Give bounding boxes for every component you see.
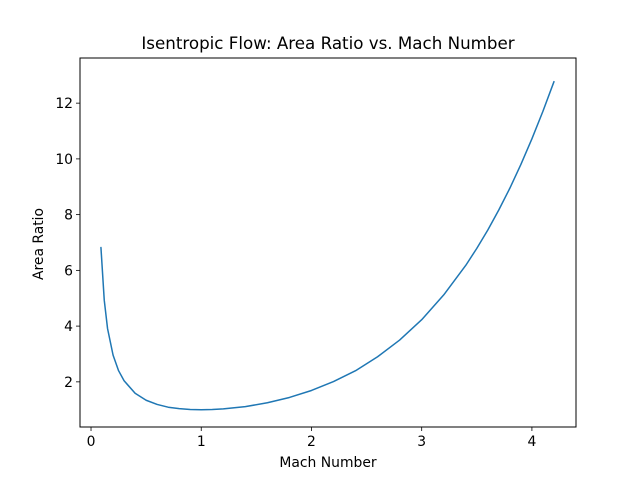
y-axis: 2 4 6 8 10 12 bbox=[55, 96, 80, 391]
y-tick-label: 10 bbox=[55, 152, 73, 168]
x-axis-label: Mach Number bbox=[279, 455, 376, 471]
y-tick-label: 12 bbox=[55, 96, 73, 112]
y-tick-label: 4 bbox=[64, 319, 73, 335]
y-tick-label: 2 bbox=[64, 375, 73, 391]
y-tick-label: 6 bbox=[64, 263, 73, 279]
x-tick-label: 3 bbox=[417, 434, 426, 450]
plot-frame bbox=[79, 57, 577, 428]
series-line bbox=[100, 80, 555, 411]
x-axis: 0 1 2 3 4 bbox=[87, 427, 536, 450]
x-tick-label: 1 bbox=[197, 434, 206, 450]
y-tick-label: 8 bbox=[64, 208, 73, 224]
plot-area bbox=[100, 80, 555, 411]
x-tick-label: 2 bbox=[307, 434, 316, 450]
y-axis-label: Area Ratio bbox=[31, 208, 47, 280]
chart-title: Isentropic Flow: Area Ratio vs. Mach Num… bbox=[141, 33, 514, 53]
x-tick-label: 0 bbox=[87, 434, 96, 450]
x-tick-label: 4 bbox=[527, 434, 536, 450]
